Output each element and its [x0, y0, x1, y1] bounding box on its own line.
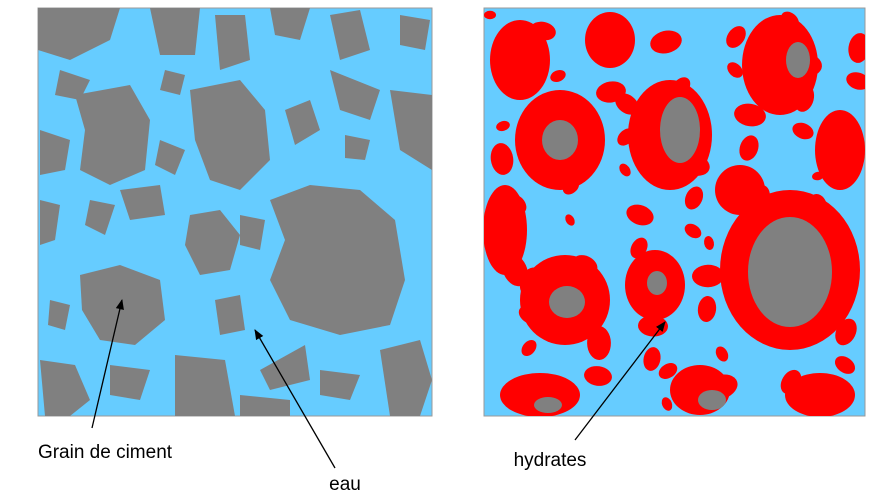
- cement-core: [542, 120, 578, 160]
- cement-core: [660, 97, 700, 163]
- cement-grain: [215, 295, 245, 335]
- hydrate-fragment: [484, 11, 496, 19]
- cement-core: [786, 42, 810, 78]
- cement-grain: [400, 15, 430, 50]
- diagram: Grain de ciment eau hydrates: [0, 0, 870, 497]
- cement-core: [748, 217, 832, 327]
- cement-core: [647, 271, 667, 295]
- cement-core: [698, 390, 726, 410]
- hydrate-shell: [715, 165, 765, 215]
- cement-grain: [215, 15, 250, 70]
- cement-core: [549, 286, 585, 318]
- cement-core: [534, 397, 562, 413]
- water-label: eau: [329, 474, 361, 495]
- page: {"labels": {"grain": "Grain de ciment", …: [0, 0, 870, 497]
- grain-label: Grain de ciment: [38, 442, 173, 463]
- hydrates-label: hydrates: [514, 450, 587, 471]
